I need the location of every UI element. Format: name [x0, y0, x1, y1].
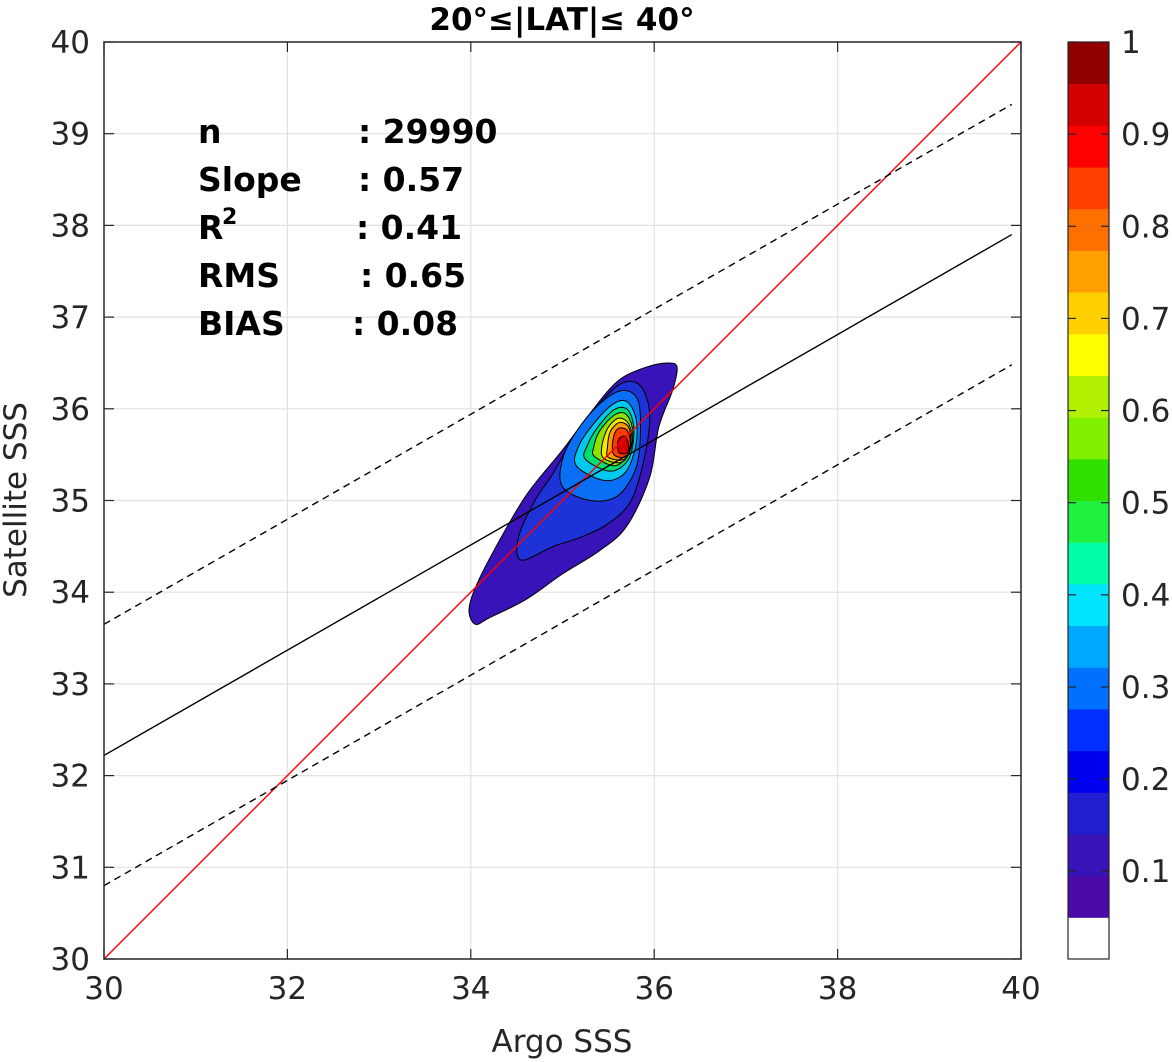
y-tick-label: 31: [51, 850, 90, 886]
colorbar-swatch: [1068, 917, 1109, 960]
colorbar-tick-label: 0.7: [1121, 301, 1170, 337]
colorbar-tick-label: 0.6: [1121, 394, 1170, 430]
colorbar-swatch: [1068, 542, 1109, 585]
colorbar-tick-label: 0.2: [1121, 762, 1170, 798]
colorbar-tick-label: 0.8: [1121, 209, 1170, 245]
stat-value: : 0.65: [360, 256, 466, 295]
colorbar-tick-label: 0.9: [1121, 117, 1170, 153]
colorbar-tick-label: 1: [1121, 25, 1141, 61]
stat-label: BIAS: [198, 304, 285, 343]
stats-annotation: n : 29990 Slope : 0.57 R2 : 0.41 RMS : 0.65 BIAS…: [198, 112, 498, 343]
colorbar-swatch: [1068, 250, 1109, 293]
colorbar: 0.1 0.2 0.3 0.4 0.5 0.6 0.7 0.8 0.9 1: [1067, 25, 1170, 960]
x-axis-label: Argo SSS: [492, 1024, 633, 1060]
x-tick-label: 36: [634, 971, 673, 1007]
colorbar-tick-label: 0.3: [1121, 670, 1170, 706]
regression-line: [104, 233, 1013, 757]
stat-value: : 29990: [358, 112, 498, 151]
plot-frame: [103, 41, 1022, 960]
colorbar-swatch: [1068, 458, 1109, 501]
x-tick-label: 40: [1001, 971, 1040, 1007]
y-tick-label: 37: [51, 300, 90, 336]
contour-level: [617, 435, 630, 455]
chart-title: 20°≤|LAT|≤ 40°: [429, 2, 694, 38]
y-tick-label: 39: [51, 117, 90, 153]
stat-label: RMS: [198, 256, 280, 295]
one-to-one-line: [104, 42, 1021, 959]
colorbar-tick-label: 0.1: [1121, 854, 1170, 890]
colorbar-tick-label: 0.4: [1121, 578, 1170, 614]
y-tick-label: 34: [51, 575, 90, 611]
colorbar-tick-label: 0.5: [1121, 486, 1170, 522]
colorbar-frame: [1067, 41, 1110, 960]
colorbar-swatch: [1068, 292, 1109, 335]
y-tick-label: 30: [51, 942, 90, 978]
stat-superscript: 2: [222, 205, 237, 230]
y-tick-label: 32: [51, 759, 90, 795]
colorbar-swatch: [1068, 375, 1109, 418]
colorbar-swatch: [1068, 208, 1109, 251]
x-tick-label: 34: [451, 971, 490, 1007]
colorbar-swatch: [1068, 42, 1109, 85]
colorbar-swatch: [1068, 667, 1109, 710]
colorbar-swatch: [1068, 833, 1109, 877]
reference-lines: [104, 42, 1021, 959]
colorbar-swatch: [1068, 625, 1109, 668]
x-tick-label: 30: [84, 971, 123, 1007]
colorbar-swatch: [1068, 83, 1109, 126]
stat-value: : 0.57: [358, 160, 464, 199]
colorbar-swatch: [1068, 417, 1109, 460]
y-tick-label: 38: [51, 208, 90, 244]
upper-bound-line: [104, 103, 1013, 625]
density-contours: [468, 362, 678, 626]
stat-value: : 0.08: [352, 304, 458, 343]
colorbar-swatch: [1068, 792, 1109, 835]
y-tick-label: 35: [51, 484, 90, 520]
colorbar-swatch: [1068, 750, 1109, 793]
stat-label: Slope: [198, 160, 302, 199]
stat-label: R: [198, 208, 223, 247]
x-tick-label: 32: [268, 971, 307, 1007]
colorbar-swatch: [1068, 708, 1109, 752]
colorbar-swatch: [1068, 583, 1109, 627]
colorbar-swatch: [1068, 333, 1109, 376]
colorbar-swatch: [1068, 167, 1109, 210]
colorbar-swatch: [1068, 125, 1109, 168]
y-tick-label: 33: [51, 667, 90, 703]
y-tick-label: 40: [51, 25, 90, 61]
y-axis-label: Satellite SSS: [0, 402, 34, 598]
y-tick-label: 36: [51, 392, 90, 428]
stat-label: n: [198, 112, 222, 151]
colorbar-swatch: [1068, 875, 1109, 918]
lower-bound-line: [104, 364, 1013, 887]
stat-value: : 0.41: [356, 208, 462, 247]
colorbar-swatch: [1068, 500, 1109, 543]
x-tick-label: 38: [818, 971, 857, 1007]
